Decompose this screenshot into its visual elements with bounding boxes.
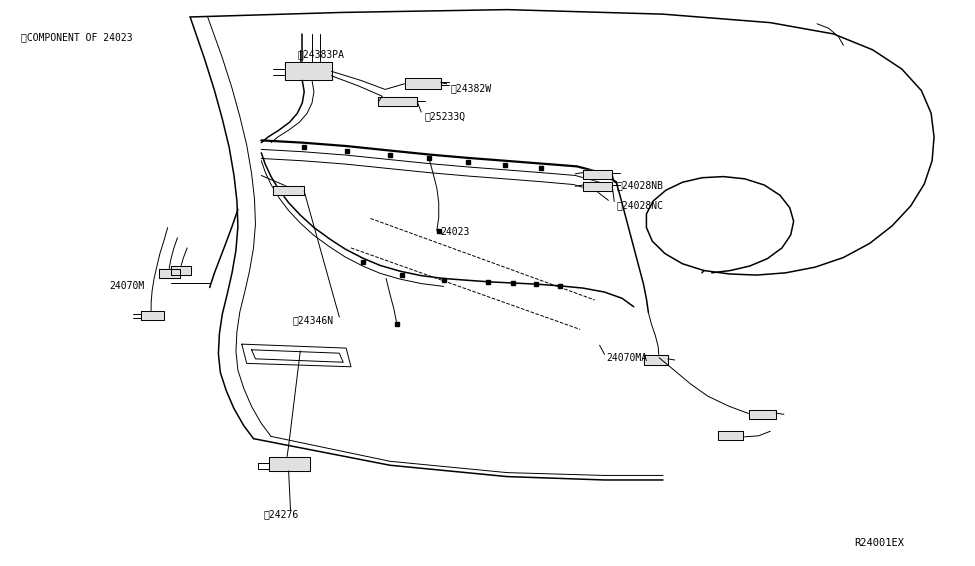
Polygon shape (171, 266, 191, 275)
Polygon shape (718, 431, 743, 440)
Text: R24001EX: R24001EX (854, 538, 904, 548)
Polygon shape (269, 457, 310, 471)
Polygon shape (749, 410, 776, 419)
Text: 24023: 24023 (441, 227, 470, 237)
Polygon shape (273, 186, 304, 195)
Polygon shape (583, 182, 612, 191)
Polygon shape (583, 170, 612, 179)
Polygon shape (378, 97, 417, 106)
Text: ※COMPONENT OF 24023: ※COMPONENT OF 24023 (21, 32, 133, 42)
Text: ※24346N: ※24346N (292, 315, 333, 325)
Text: ※24028NB: ※24028NB (616, 181, 663, 191)
Text: ※24276: ※24276 (263, 509, 298, 519)
Text: ※24383PA: ※24383PA (297, 49, 344, 59)
Text: ※24382W: ※24382W (450, 83, 491, 93)
Polygon shape (141, 311, 164, 320)
Polygon shape (159, 269, 180, 278)
Polygon shape (405, 78, 441, 89)
Polygon shape (644, 355, 668, 365)
Text: 24070MA: 24070MA (606, 353, 647, 363)
Text: ※25233Q: ※25233Q (424, 111, 465, 121)
Polygon shape (285, 62, 332, 80)
Text: 24070M: 24070M (109, 281, 144, 291)
Text: ※24028NC: ※24028NC (616, 200, 663, 210)
